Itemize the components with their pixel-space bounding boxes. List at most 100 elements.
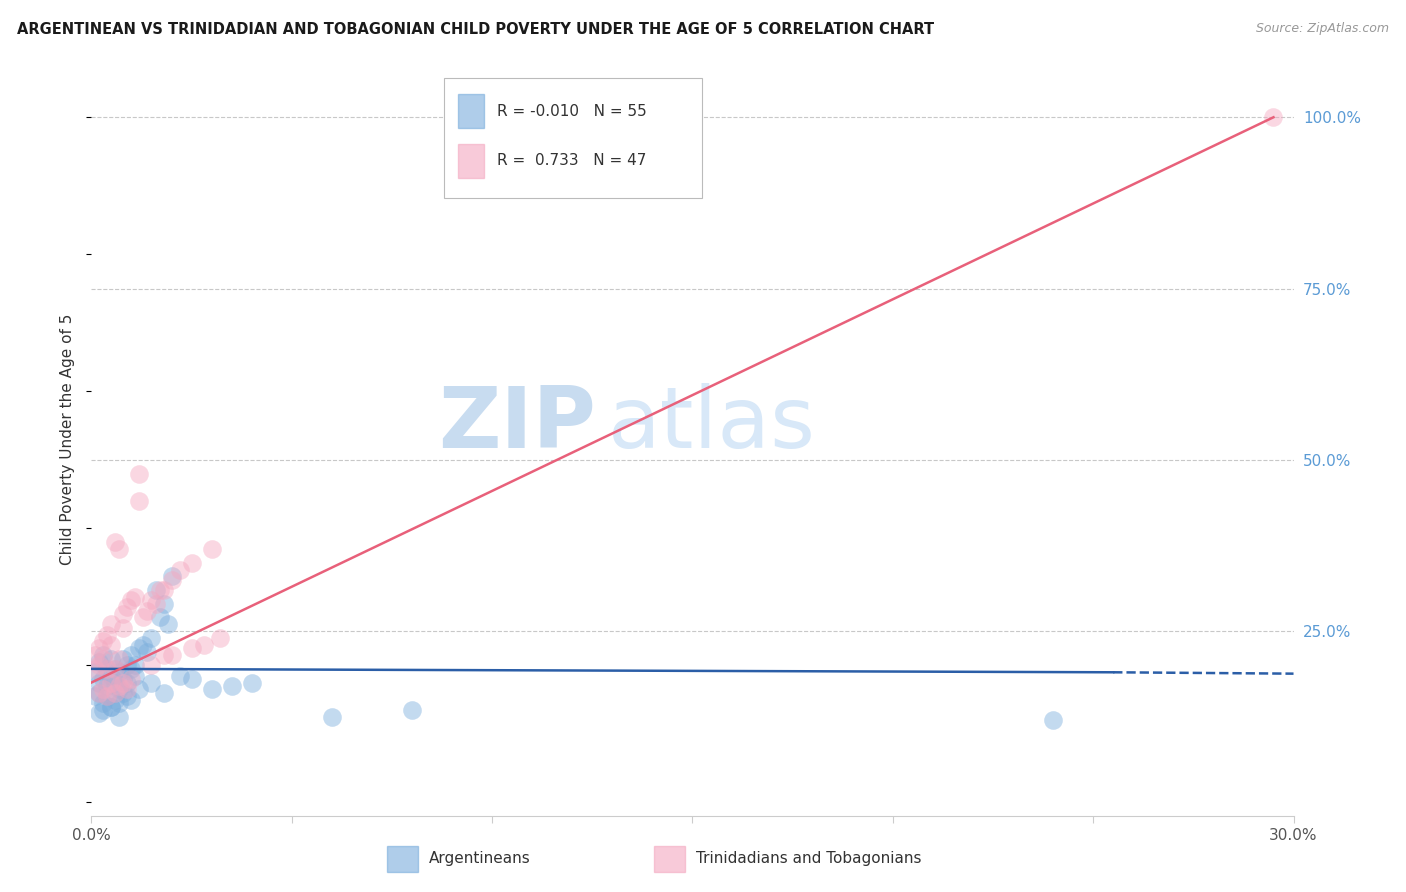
Point bbox=[1263, 110, 1285, 124]
Point bbox=[89, 655, 111, 669]
Point bbox=[100, 638, 122, 652]
Point bbox=[156, 617, 179, 632]
Point bbox=[152, 597, 174, 611]
Point bbox=[108, 541, 131, 556]
Point bbox=[152, 648, 174, 662]
Point bbox=[152, 686, 174, 700]
Point bbox=[100, 675, 122, 690]
Point bbox=[84, 648, 107, 662]
Point bbox=[128, 467, 150, 481]
Point bbox=[128, 682, 150, 697]
Point bbox=[104, 675, 127, 690]
Point bbox=[148, 583, 170, 598]
Point bbox=[117, 690, 139, 704]
Point bbox=[401, 703, 423, 717]
Point bbox=[93, 634, 115, 648]
Point bbox=[89, 686, 111, 700]
Point bbox=[104, 662, 127, 676]
Bar bbox=[458, 144, 485, 178]
Point bbox=[145, 583, 167, 598]
Point bbox=[112, 607, 135, 621]
Point bbox=[124, 669, 146, 683]
Point bbox=[104, 662, 127, 676]
Point bbox=[180, 641, 202, 656]
Point bbox=[121, 692, 143, 706]
Point bbox=[128, 641, 150, 656]
Point bbox=[93, 651, 115, 665]
Point bbox=[89, 658, 111, 673]
Point bbox=[152, 583, 174, 598]
Point bbox=[121, 672, 143, 686]
Point bbox=[96, 690, 118, 704]
Point bbox=[93, 682, 115, 697]
Point bbox=[201, 682, 224, 697]
Point bbox=[84, 690, 107, 704]
Text: atlas: atlas bbox=[609, 383, 817, 466]
Point bbox=[96, 679, 118, 693]
Point bbox=[96, 627, 118, 641]
Point bbox=[117, 658, 139, 673]
Point bbox=[96, 690, 118, 704]
Point bbox=[124, 658, 146, 673]
Point bbox=[169, 562, 191, 576]
Point bbox=[141, 658, 163, 673]
Point bbox=[96, 662, 118, 676]
Point bbox=[104, 535, 127, 549]
Point bbox=[84, 662, 107, 676]
Point bbox=[145, 597, 167, 611]
Point bbox=[100, 651, 122, 665]
Point bbox=[141, 675, 163, 690]
Point bbox=[84, 665, 107, 680]
Point bbox=[104, 686, 127, 700]
Point bbox=[193, 638, 215, 652]
Point bbox=[148, 610, 170, 624]
Text: ZIP: ZIP bbox=[439, 383, 596, 466]
Point bbox=[104, 692, 127, 706]
Point bbox=[89, 641, 111, 656]
Point bbox=[128, 494, 150, 508]
Text: Trinidadians and Tobagonians: Trinidadians and Tobagonians bbox=[696, 852, 921, 866]
Point bbox=[121, 593, 143, 607]
Text: R = -0.010   N = 55: R = -0.010 N = 55 bbox=[496, 104, 647, 119]
Point bbox=[121, 648, 143, 662]
Point bbox=[240, 675, 263, 690]
Point bbox=[208, 631, 231, 645]
Point bbox=[141, 593, 163, 607]
Point bbox=[108, 682, 131, 697]
Point bbox=[160, 573, 183, 587]
FancyBboxPatch shape bbox=[444, 78, 702, 198]
Point bbox=[124, 590, 146, 604]
Point bbox=[169, 669, 191, 683]
Point bbox=[117, 675, 139, 690]
Point bbox=[108, 665, 131, 680]
Point bbox=[180, 556, 202, 570]
Point bbox=[1042, 713, 1064, 727]
Point bbox=[108, 710, 131, 724]
Point bbox=[100, 669, 122, 683]
Bar bbox=[458, 94, 485, 128]
Point bbox=[132, 610, 155, 624]
Point bbox=[141, 631, 163, 645]
Point bbox=[160, 648, 183, 662]
Point bbox=[100, 617, 122, 632]
Point bbox=[112, 621, 135, 635]
Point bbox=[112, 686, 135, 700]
Point bbox=[96, 662, 118, 676]
Text: ARGENTINEAN VS TRINIDADIAN AND TOBAGONIAN CHILD POVERTY UNDER THE AGE OF 5 CORRE: ARGENTINEAN VS TRINIDADIAN AND TOBAGONIA… bbox=[17, 22, 934, 37]
Text: Source: ZipAtlas.com: Source: ZipAtlas.com bbox=[1256, 22, 1389, 36]
Point bbox=[121, 662, 143, 676]
Point bbox=[93, 696, 115, 710]
Point bbox=[117, 682, 139, 697]
Text: R =  0.733   N = 47: R = 0.733 N = 47 bbox=[496, 153, 645, 168]
Point bbox=[108, 679, 131, 693]
Point bbox=[100, 699, 122, 714]
Point bbox=[221, 679, 243, 693]
Point bbox=[89, 686, 111, 700]
Point bbox=[117, 600, 139, 615]
Point bbox=[160, 569, 183, 583]
Point bbox=[180, 672, 202, 686]
Point bbox=[112, 672, 135, 686]
Y-axis label: Child Poverty Under the Age of 5: Child Poverty Under the Age of 5 bbox=[60, 314, 76, 565]
Point bbox=[112, 675, 135, 690]
Point bbox=[108, 651, 131, 665]
